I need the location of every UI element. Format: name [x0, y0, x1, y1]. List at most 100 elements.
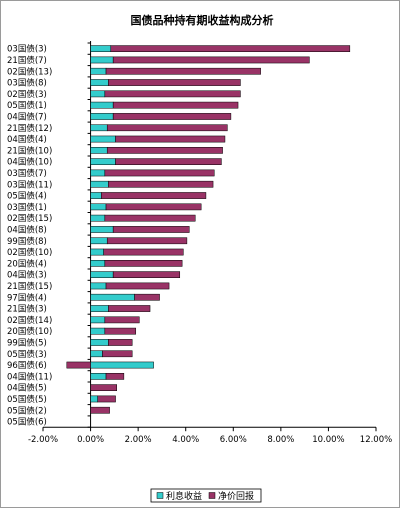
y-tick-label: 05国债(2) [7, 405, 47, 416]
y-tick-label: 03国债(7) [7, 168, 47, 179]
bar-net [112, 271, 181, 278]
bar-net [104, 316, 140, 324]
bar-interest [90, 158, 116, 166]
bar-net [108, 79, 241, 86]
bar-interest [90, 135, 116, 143]
y-tick-label: 05国债(5) [7, 394, 47, 405]
y-tick-label: 04国债(3) [7, 270, 47, 281]
bar-interest [90, 248, 104, 256]
y-tick-label: 03国债(8) [7, 78, 47, 89]
y-tick-label: 02国债(15) [7, 213, 52, 224]
x-tick-label: 4.00% [172, 435, 199, 445]
bar-net [104, 327, 137, 335]
y-tick-label: 03国债(11) [7, 179, 52, 190]
legend-label: 净价回报 [218, 490, 254, 502]
bar-interest [90, 327, 106, 335]
y-tick-label: 05国债(1) [7, 100, 47, 111]
y-tick-label: 97国债(4) [7, 292, 47, 303]
bar-net [102, 350, 133, 358]
bar-interest [90, 373, 107, 380]
bar-interest [90, 226, 114, 233]
bar-net [115, 158, 222, 166]
bar-net [112, 101, 239, 109]
bar-net [104, 260, 183, 267]
bar-interest [90, 214, 106, 222]
bar-net [104, 169, 215, 177]
legend: 利息收益 净价回报 [150, 488, 262, 503]
x-tick-label: 10.00% [312, 435, 344, 445]
x-tick-label: -2.00% [28, 435, 58, 445]
bar-interest [90, 305, 109, 312]
legend-box [150, 488, 262, 503]
y-tick-label: 20国债(4) [7, 258, 47, 269]
y-tick-label: 21国债(3) [7, 304, 47, 315]
y-tick-label: 96国债(6) [7, 360, 47, 371]
bar-interest [90, 260, 106, 267]
bar-interest [90, 361, 154, 369]
legend-swatch [208, 492, 216, 499]
y-tick-label: 05国债(4) [7, 191, 47, 202]
y-tick-label: 21国债(7) [7, 55, 47, 66]
y-tick-label: 99国债(8) [7, 236, 47, 247]
bar-interest [90, 395, 98, 403]
y-tick-label: 20国债(10) [7, 326, 52, 337]
bar-net [104, 90, 241, 98]
bar-interest [90, 316, 106, 324]
y-tick-label: 02国债(13) [7, 66, 52, 77]
bar-net [66, 361, 91, 369]
bar-interest [90, 293, 135, 301]
x-tick-label: 6.00% [220, 435, 247, 445]
bar-net [101, 192, 207, 199]
y-tick-label: 03国债(1) [7, 202, 47, 213]
y-tick-label: 03国债(3) [7, 44, 47, 55]
y-tick-label: 21国债(12) [7, 123, 52, 134]
bar-interest [90, 147, 108, 154]
y-tick-label: 21国债(10) [7, 145, 52, 156]
legend-swatch [156, 492, 164, 499]
x-tick-label: 12.00% [360, 435, 392, 445]
plot-area: -2.00% 0.00% 2.00% 4.00% 6.00% 8.00% 10.00% 12.… [7, 41, 392, 445]
bar-interest [90, 169, 106, 177]
y-tick-label: 04国债(4) [7, 134, 47, 145]
bar-interest [90, 282, 107, 290]
bar-interest [90, 339, 109, 346]
bar-net [97, 395, 116, 403]
bar-net [108, 339, 133, 346]
bar-net [105, 282, 170, 290]
bar-net [105, 67, 261, 75]
bar-interest [90, 113, 114, 120]
bar-net [112, 226, 190, 233]
y-tick-label: 04国债(10) [7, 157, 52, 168]
bar-net [106, 124, 228, 132]
chart-title: 国债品种持有期收益构成分析 [131, 13, 274, 27]
bar-interest [90, 350, 103, 358]
bar-interest [90, 79, 109, 86]
bar-net [106, 147, 223, 154]
x-tick-label: 0.00% [77, 435, 104, 445]
y-tick-label: 02国债(14) [7, 315, 52, 326]
bar-interest [90, 192, 102, 199]
bar-net [112, 113, 232, 120]
y-tick-label: 99国债(5) [7, 337, 47, 348]
bar-interest [90, 180, 109, 188]
bar-net [110, 45, 351, 52]
bar-net [115, 135, 226, 143]
legend-label: 利息收益 [166, 490, 202, 502]
bar-net [90, 406, 110, 414]
y-tick-label: 21国债(15) [7, 281, 52, 292]
bar-net [105, 373, 125, 380]
bar-net [108, 305, 151, 312]
bar-interest [90, 90, 106, 98]
bar-net [112, 56, 310, 64]
bar-net [104, 214, 196, 222]
x-tick-label: 8.00% [267, 435, 294, 445]
bar-interest [90, 67, 107, 75]
bar-net [105, 203, 202, 211]
y-tick-label: 02国债(3) [7, 89, 47, 100]
bar-net [106, 237, 188, 245]
y-tick-label: 04国债(8) [7, 224, 47, 235]
bar-net [103, 248, 184, 256]
x-tick-label: 2.00% [125, 435, 152, 445]
